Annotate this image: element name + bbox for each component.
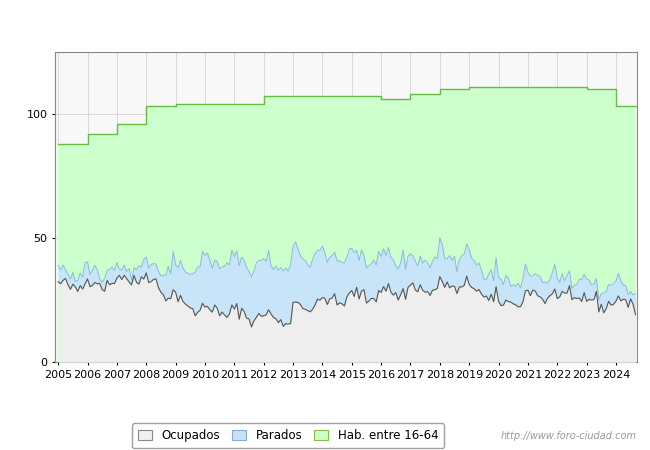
Text: http://www.foro-ciudad.com: http://www.foro-ciudad.com	[501, 431, 637, 441]
Legend: Ocupados, Parados, Hab. entre 16-64: Ocupados, Parados, Hab. entre 16-64	[132, 423, 444, 448]
Text: Tarroja de Segarra - Evolucion de la poblacion en edad de Trabajar Agosto de 202: Tarroja de Segarra - Evolucion de la pob…	[49, 17, 601, 30]
